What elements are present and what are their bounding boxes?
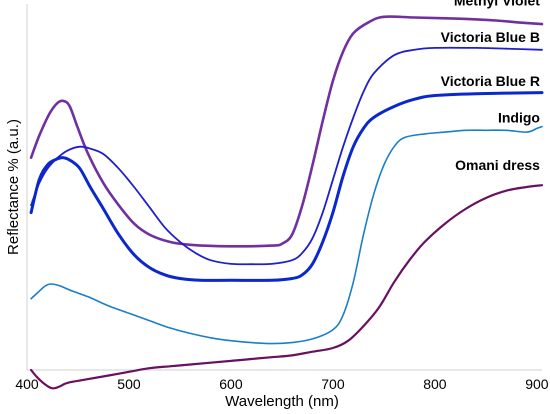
series-label-victoria-blue-b: Victoria Blue B	[441, 29, 540, 45]
x-tick-label: 400	[15, 376, 39, 392]
series-line-indigo	[30, 125, 543, 345]
series-label-victoria-blue-r: Victoria Blue R	[441, 73, 540, 89]
x-tick-label: 800	[423, 376, 447, 392]
x-ticks: 400 500 600 700 800 900	[15, 376, 548, 392]
x-tick-label: 900	[525, 376, 549, 392]
series-line-omani-dress	[30, 184, 544, 390]
series-line-victoria-blue-r	[29, 91, 544, 282]
series-labels: Methyl Violet Victoria Blue B Victoria Blu…	[441, 0, 541, 173]
series-line-methyl-violet	[29, 15, 544, 248]
series-group	[29, 15, 544, 390]
x-tick-label: 500	[117, 376, 141, 392]
x-tick-label: 700	[321, 376, 345, 392]
y-axis-title: Reflectance % (a.u.)	[5, 119, 22, 255]
series-label-indigo: Indigo	[498, 109, 540, 125]
series-label-omani-dress: Omani dress	[455, 157, 540, 173]
x-axis-title: Wavelength (nm)	[225, 393, 339, 410]
series-label-methyl-violet: Methyl Violet	[454, 0, 540, 8]
series-line-victoria-blue-b	[30, 46, 543, 266]
x-tick-label: 600	[219, 376, 243, 392]
